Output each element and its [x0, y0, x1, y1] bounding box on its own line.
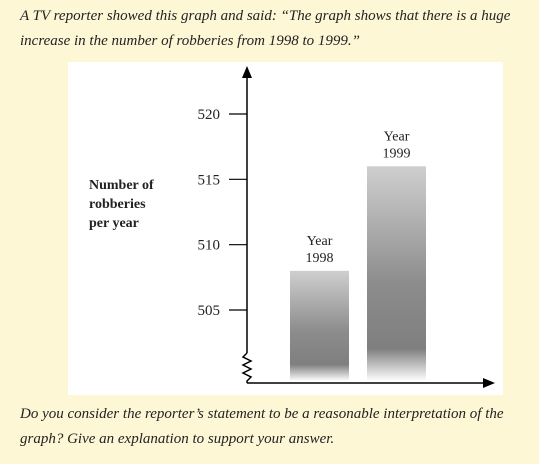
y-axis-label: Number of robberies per year	[89, 178, 154, 231]
ticks-group: 505 510 515 520	[198, 107, 247, 319]
category-label-line: 1999	[383, 146, 411, 161]
category-label-line: 1998	[306, 251, 334, 266]
chart-panel	[68, 62, 503, 395]
question-text: Do you consider the reporter’s statement…	[20, 406, 504, 447]
x-axis-arrow-icon	[483, 378, 495, 388]
intro-text: A TV reporter showed this graph and said…	[20, 8, 511, 49]
y-axis-arrow-icon	[242, 66, 252, 78]
bar	[367, 166, 426, 381]
bars-group	[290, 166, 426, 381]
y-axis-label-line: Number of	[89, 178, 154, 193]
y-axis-label-line: per year	[89, 216, 139, 231]
category-labels-group: Year 1998 Year 1999	[306, 129, 411, 266]
y-tick-label: 505	[198, 303, 221, 319]
axis-break-icon	[241, 352, 253, 383]
y-tick-label: 510	[198, 238, 221, 254]
y-tick-label: 515	[198, 172, 221, 188]
y-tick-label: 520	[198, 107, 221, 123]
axes-group	[241, 66, 495, 388]
y-axis-label-line: robberies	[89, 197, 146, 212]
category-label-line: Year	[384, 129, 410, 144]
bar	[290, 270, 349, 381]
category-label-line: Year	[307, 234, 333, 249]
